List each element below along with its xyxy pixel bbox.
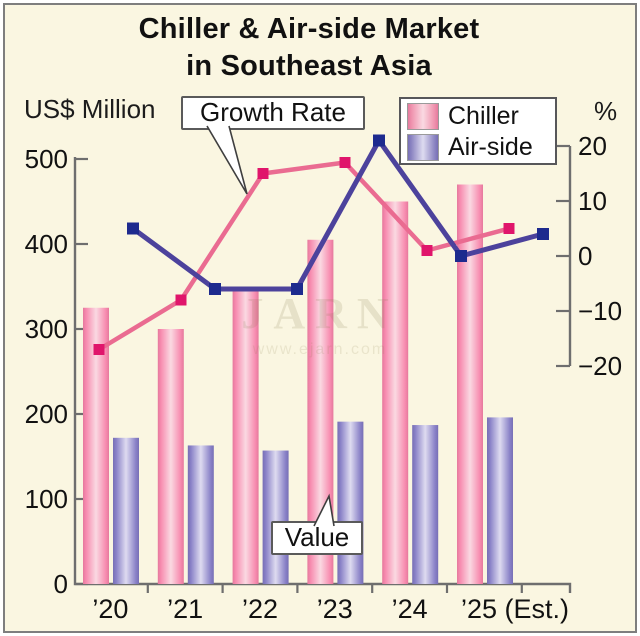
chiller-growth-marker-3 [339,157,351,168]
chiller-growth-marker-4 [421,245,433,256]
left-axis-tick-label: 100 [25,484,68,514]
airside-growth-marker-0 [127,222,139,235]
right-axis-tick-label: 0 [578,241,592,271]
legend: Chiller Air-side [399,97,557,165]
right-axis-unit-label: % [594,96,618,126]
x-axis-category-label: ’21 [167,594,203,624]
legend-label: Chiller [448,102,519,130]
airside-growth-marker-3 [373,134,385,147]
airside-bar-5 [487,417,513,584]
chiller-growth-marker-0 [93,344,105,355]
x-axis-category-label: ’25 (Est.) [461,594,569,624]
growth-rate-callout: Growth Rate [181,96,365,130]
chiller-bar-1 [157,329,184,584]
right-axis-tick-label: 10 [578,186,607,216]
chiller-bar-4 [382,201,409,584]
left-axis-tick-label: 400 [25,229,68,259]
chiller-swatch-icon [407,103,439,130]
value-callout: Value [271,521,363,555]
chiller-bar-2 [232,290,259,584]
airside-growth-line [130,138,546,292]
airside-bar-4 [412,425,439,584]
airside-growth-marker-1 [209,283,221,295]
airside-bar-3 [337,421,364,584]
airside-bar-1 [187,445,214,584]
chiller-growth-line [96,160,512,352]
chiller-bar-5 [457,184,483,584]
airside-bar-2 [262,450,289,584]
chart-title-line1: Chiller & Air-side Market [138,13,480,45]
airside-growth-marker-2 [291,283,303,295]
chart-title-line2: in Southeast Asia [186,50,432,82]
x-axis-category-label: ’22 [242,594,278,624]
legend-item-chiller: Chiller [407,101,555,132]
left-axis-tick-label: 0 [54,569,68,599]
airside-growth-marker-5 [537,228,549,240]
x-axis-category-label: ’23 [317,594,353,624]
airside-growth-marker-4 [455,250,467,262]
right-axis-tick-label: −10 [578,296,622,326]
legend-label: Air-side [448,133,533,161]
chiller-growth-marker-5 [503,223,515,234]
legend-item-airside: Air-side [407,132,555,163]
x-axis-category-label: ’20 [92,594,128,624]
chart-title: Chiller & Air-side Market in Southeast A… [0,11,618,85]
chiller-growth-marker-2 [257,168,269,179]
left-axis-tick-label: 300 [25,314,68,344]
left-axis-unit-label: US$ Million [24,94,156,124]
x-axis-category-label: ’24 [392,594,428,624]
chiller-growth-marker-1 [175,294,187,306]
airside-bar-0 [113,437,139,584]
right-axis-tick-label: 20 [578,131,607,161]
airside-swatch-icon [407,134,439,161]
left-axis-tick-label: 500 [25,144,68,174]
right-axis-tick-label: −20 [578,351,622,381]
left-axis-tick-label: 200 [25,399,68,429]
